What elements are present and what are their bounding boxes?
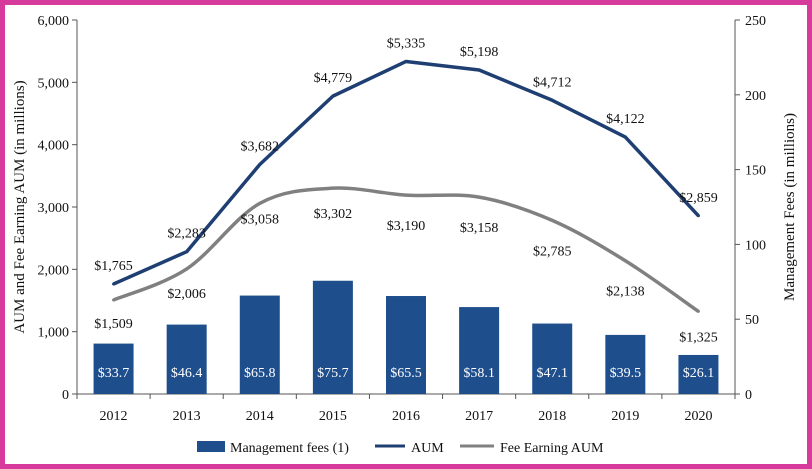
bars — [93, 280, 719, 394]
y-right-tick-label: 250 — [745, 14, 766, 29]
x-tick-label: 2020 — [684, 409, 712, 424]
y-right-tick-label: 0 — [745, 388, 752, 403]
bar-value-label: $26.1 — [683, 366, 715, 381]
aum-value-label: $3,682 — [241, 139, 280, 154]
legend-swatch-management-fees — [197, 441, 225, 452]
y-left-tick-label: 6,000 — [38, 14, 70, 29]
data-labels: $33.7 $46.4 $65.8 $75.7 $65.5 $58.1 $47.1 $39.5… — [94, 36, 717, 381]
bar-management-fee — [605, 334, 646, 394]
bar-value-label: $75.7 — [317, 366, 349, 381]
point-fee-earning-aum — [185, 267, 189, 271]
point-fee-earning-aum — [550, 218, 554, 222]
point-fee-earning-aum — [623, 259, 627, 263]
point-aum — [477, 68, 481, 72]
point-aum — [185, 250, 189, 254]
bar-management-fee — [678, 354, 719, 394]
fee-earning-aum-value-label: $1,325 — [679, 330, 718, 345]
y-left-tick-label: 4,000 — [38, 139, 70, 154]
bar-management-fee — [312, 280, 353, 394]
point-aum — [696, 214, 700, 218]
axes: 0 1,000 2,000 3,000 4,000 5,000 6,000 0 50 100 150… — [38, 14, 767, 424]
y-right-tick-label: 150 — [745, 164, 766, 179]
fee-earning-aum-value-label: $2,138 — [606, 285, 645, 300]
x-tick-label: 2019 — [611, 409, 639, 424]
y-left-tick-label: 5,000 — [38, 76, 70, 91]
x-tick-label: 2018 — [538, 409, 566, 424]
x-tick-label: 2013 — [173, 409, 201, 424]
y-right-tick-label: 50 — [745, 313, 759, 328]
x-tick-label: 2014 — [246, 409, 274, 424]
aum-value-label: $5,198 — [460, 45, 499, 60]
legend-label-fee-earning-aum: Fee Earning AUM — [500, 441, 604, 456]
point-aum — [331, 94, 335, 98]
point-fee-earning-aum — [696, 309, 700, 313]
y-right-tick-label: 100 — [745, 238, 766, 253]
legend: Management fees (1) AUM Fee Earning AUM — [197, 441, 604, 456]
point-aum — [404, 59, 408, 63]
bar-value-label: $46.4 — [171, 366, 203, 381]
legend-label-aum: AUM — [411, 441, 444, 456]
point-fee-earning-aum — [112, 298, 116, 302]
y-axis-left-title: AUM and Fee Earning AUM (in millions) — [12, 80, 28, 333]
fee-earning-aum-value-label: $3,190 — [387, 219, 426, 234]
y-left-tick-label: 3,000 — [38, 201, 70, 216]
fee-earning-aum-value-label: $3,058 — [241, 212, 280, 227]
bar-management-fee — [459, 307, 500, 394]
bar-management-fee — [239, 295, 280, 394]
bar-value-label: $47.1 — [536, 366, 568, 381]
fee-earning-aum-value-label: $3,158 — [460, 221, 499, 236]
bar-management-fee — [93, 343, 134, 394]
aum-value-label: $2,283 — [167, 227, 206, 242]
bar-management-fee — [386, 296, 426, 394]
point-aum — [623, 135, 627, 139]
legend-label-management-fees: Management fees (1) — [230, 441, 349, 456]
fee-earning-aum-value-label: $2,785 — [533, 244, 572, 259]
x-tick-label: 2016 — [392, 409, 420, 424]
point-aum — [112, 282, 116, 286]
point-aum — [258, 162, 262, 166]
y-axis-right-title: Management Fees (in millions) — [782, 113, 798, 301]
point-aum — [550, 98, 554, 102]
aum-value-label: $4,779 — [314, 71, 353, 86]
y-left-tick-label: 1,000 — [38, 326, 70, 341]
x-tick-label: 2015 — [319, 409, 347, 424]
y-left-tick-label: 0 — [62, 388, 69, 403]
x-tick-label: 2017 — [465, 409, 493, 424]
aum-value-label: $4,122 — [606, 112, 645, 127]
x-tick-label: 2012 — [100, 409, 128, 424]
bar-value-label: $65.5 — [390, 366, 422, 381]
y-right-tick-label: 200 — [745, 89, 766, 104]
fee-earning-aum-value-label: $2,006 — [167, 287, 206, 302]
point-fee-earning-aum — [477, 195, 481, 199]
point-fee-earning-aum — [331, 186, 335, 190]
bar-management-fee — [166, 324, 207, 394]
point-fee-earning-aum — [404, 193, 408, 197]
bar-value-label: $33.7 — [98, 366, 130, 381]
fee-earning-aum-value-label: $1,509 — [94, 317, 133, 332]
aum-value-label: $4,712 — [533, 75, 572, 90]
bar-value-label: $65.8 — [244, 366, 276, 381]
bar-value-label: $58.1 — [463, 366, 495, 381]
aum-value-label: $5,335 — [387, 36, 426, 51]
bar-management-fee — [532, 323, 573, 394]
y-left-tick-label: 2,000 — [38, 263, 70, 278]
bar-value-label: $39.5 — [610, 366, 642, 381]
fee-earning-aum-value-label: $3,302 — [314, 207, 353, 222]
point-fee-earning-aum — [258, 201, 262, 205]
aum-value-label: $1,765 — [94, 259, 133, 274]
aum-value-label: $2,859 — [679, 191, 718, 206]
lines — [112, 59, 700, 313]
